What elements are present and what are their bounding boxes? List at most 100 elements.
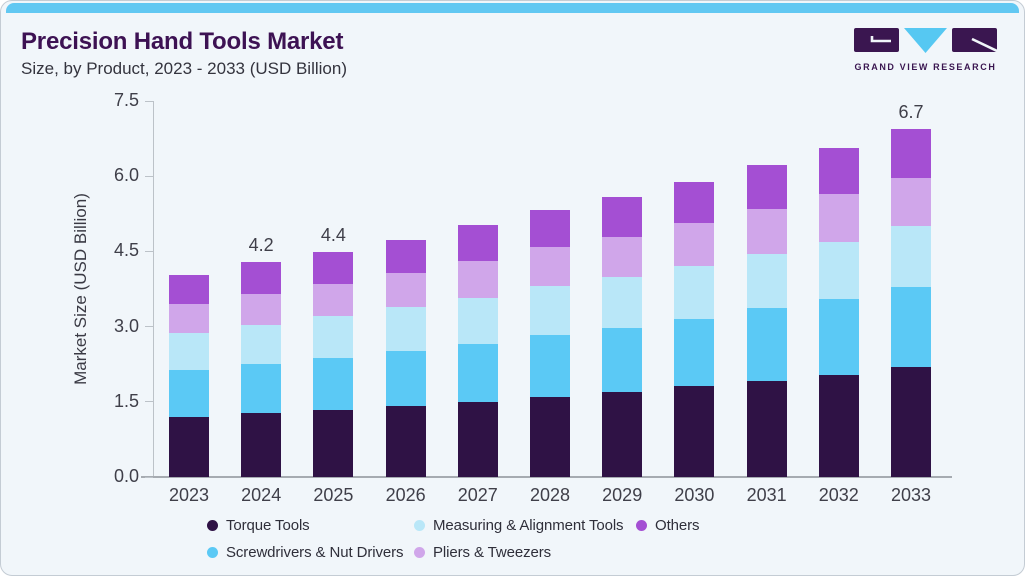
y-axis-title: Market Size (USD Billion) [71,193,90,385]
y-axis-tick-label: 7.5 [113,90,139,110]
bar-segment-screwdrivers-nut-drivers [891,287,931,367]
bar-segment-screwdrivers-nut-drivers [746,308,787,381]
bar-segment-others [746,165,787,209]
gvr-logo-icon [854,28,998,53]
page-subtitle: Size, by Product, 2023 - 2033 (USD Billi… [21,59,347,78]
legend-swatch-others [636,519,647,531]
bar-segment-measuring-alignment-tools [818,242,859,300]
bar-segment-measuring-alignment-tools [385,307,426,352]
legend-item-measuring-alignment-tools: Measuring & Alignment Tools [414,514,636,536]
legend-swatch-screwdrivers-nut-drivers [207,546,218,558]
bar-segment-others [457,224,498,261]
legend-label: Pliers & Tweezers [433,543,552,561]
bar-segment-screwdrivers-nut-drivers [674,318,715,387]
bar-segment-measuring-alignment-tools [241,324,282,364]
bar-segment-pliers-tweezers [818,194,859,243]
x-axis-line [141,476,952,478]
bar-segment-torque-tools [674,386,715,477]
legend-label: Screwdrivers & Nut Drivers [226,543,404,561]
bar-segment-others [313,251,354,284]
bar-segment-torque-tools [241,413,282,477]
y-axis-line [153,101,154,477]
bar-segment-others [818,148,859,195]
y-axis-tick [145,100,153,102]
bar-segment-others [530,209,570,248]
bar-segment-pliers-tweezers [891,177,931,227]
bar-2027 [457,224,498,477]
y-axis-tick [145,250,153,252]
bar-segment-torque-tools [313,410,354,477]
bar-segment-pliers-tweezers [385,272,426,308]
x-axis-label-2029: 2029 [602,485,643,505]
legend-item-others: Others [636,514,700,536]
y-axis-tick [145,401,153,403]
bar-2024 [241,262,282,477]
y-axis-tick-label: 0.0 [113,466,139,486]
bar-segment-pliers-tweezers [530,247,570,286]
bar-2029 [602,197,643,477]
bar-segment-pliers-tweezers [674,223,715,266]
y-axis-tick-label: 1.5 [113,390,139,411]
x-axis-label-2032: 2032 [818,485,859,505]
bar-segment-others [674,181,715,224]
bar-segment-others [602,197,643,238]
bar-2028 [530,209,570,477]
x-axis-label-2025: 2025 [313,485,354,505]
x-axis-label-2031: 2031 [746,485,787,505]
bar-2031 [746,165,787,477]
page-title: Precision Hand Tools Market [21,28,344,55]
bar-2030 [674,181,715,477]
legend-label: Others [655,516,700,534]
bar-value-label-2033: 6.7 [898,102,924,123]
stacked-bar-chart-plot: 0.0 1.5 3.0 4.5 6.0 7.5 2023 2024 4.2 2025 4.4 2026… [114,90,953,505]
bar-segment-screwdrivers-nut-drivers [530,335,570,398]
legend-label: Measuring & Alignment Tools [433,516,624,534]
bar-segment-others [169,274,209,304]
x-axis-label-2030: 2030 [674,485,715,505]
x-axis-label-2023: 2023 [168,485,210,505]
bar-segment-measuring-alignment-tools [602,277,643,328]
bar-segment-screwdrivers-nut-drivers [385,351,426,407]
y-axis-tick [145,326,153,328]
legend-item-screwdrivers-nut-drivers: Screwdrivers & Nut Drivers [207,541,414,563]
x-axis-label-2033: 2033 [890,485,932,505]
legend-item-pliers-tweezers: Pliers & Tweezers [414,541,636,563]
y-axis-tick-label: 3.0 [113,315,139,336]
y-axis-tick-label: 6.0 [113,165,139,186]
bar-segment-measuring-alignment-tools [457,297,498,345]
bar-segment-pliers-tweezers [457,260,498,298]
bar-segment-others [385,239,426,273]
y-axis-tick-label: 4.5 [113,240,139,261]
bar-segment-screwdrivers-nut-drivers [818,299,859,375]
legend-item-torque-tools: Torque Tools [207,514,414,536]
bar-segment-pliers-tweezers [746,208,787,254]
legend-label: Torque Tools [226,516,310,534]
bar-segment-torque-tools [746,380,787,477]
bar-2033 [891,129,931,477]
top-accent-bar [6,3,1019,13]
bar-segment-others [891,129,931,178]
bar-segment-others [241,262,282,294]
x-axis-label-2027: 2027 [457,485,498,505]
bar-2032 [818,148,859,477]
bar-segment-pliers-tweezers [313,284,354,317]
x-axis-label-2026: 2026 [385,485,426,505]
chart-legend: Torque Tools Measuring & Alignment Tools… [207,514,700,563]
bar-segment-torque-tools [385,406,426,477]
legend-swatch-torque-tools [207,519,218,531]
legend-swatch-measuring-alignment-tools [414,519,425,531]
bar-segment-torque-tools [602,391,643,477]
bar-segment-torque-tools [818,374,859,477]
bar-segment-torque-tools [457,401,498,477]
bar-segment-screwdrivers-nut-drivers [457,344,498,402]
bar-2026 [385,239,426,477]
logo-wordmark: GRAND VIEW RESEARCH [854,62,997,72]
bar-2023 [169,274,209,477]
legend-swatch-pliers-tweezers [414,546,425,558]
bar-segment-torque-tools [891,366,931,477]
x-axis-label-2024: 2024 [241,485,282,505]
bar-2025 [313,251,354,477]
bar-segment-torque-tools [530,397,570,477]
bar-segment-screwdrivers-nut-drivers [241,363,282,414]
